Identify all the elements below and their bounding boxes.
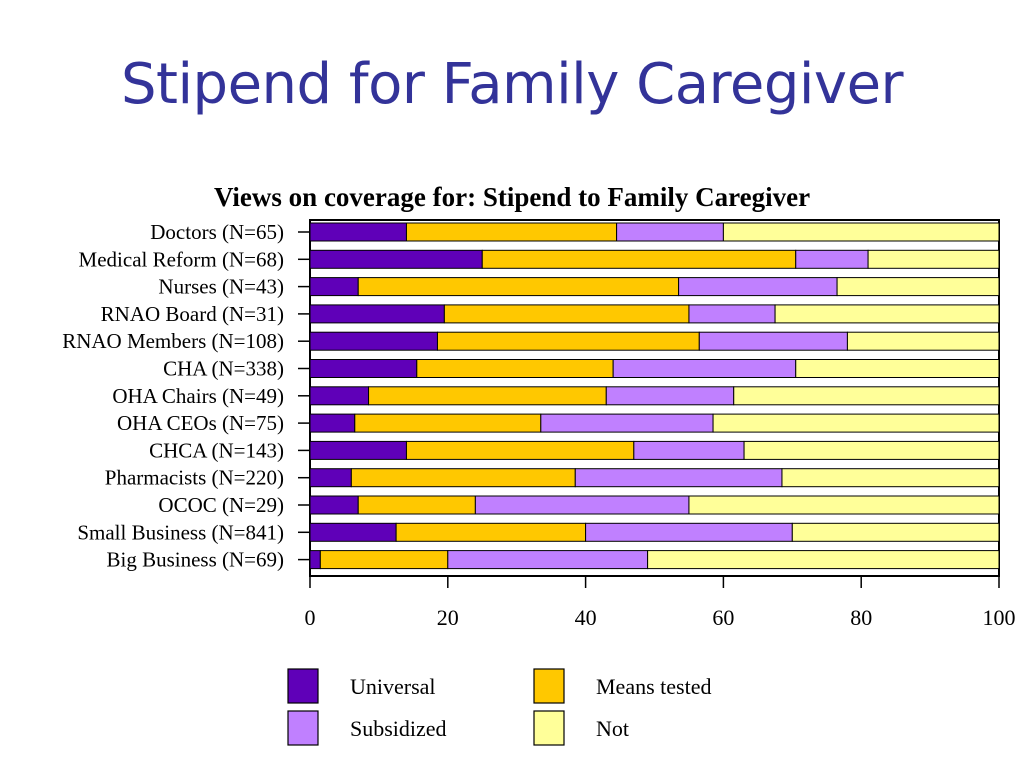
- bar-universal: [309, 550, 321, 570]
- bar-universal: [309, 277, 359, 297]
- bar-means-tested: [357, 277, 680, 297]
- bar-universal: [309, 359, 418, 378]
- bar-subsidized: [474, 495, 690, 515]
- bar-not: [774, 304, 1000, 324]
- legend-item: Not: [533, 710, 629, 746]
- x-tick-label: 80: [850, 605, 872, 630]
- category-label: Small Business (N=841): [77, 520, 284, 544]
- bar-subsidized: [795, 249, 869, 269]
- legend-item: Means tested: [533, 668, 711, 704]
- bar-not: [733, 386, 1000, 406]
- slide-title: Stipend for Family Caregiver: [120, 52, 904, 117]
- legend-swatch: [533, 668, 565, 704]
- bar-means-tested: [350, 468, 576, 488]
- bar-universal: [309, 522, 397, 542]
- plot-area: Doctors (N=65) Medical Reform (N=68) Nurse…: [62, 219, 1016, 630]
- bar-subsidized: [447, 550, 649, 570]
- bar-subsidized: [574, 468, 783, 488]
- legend-label: Means tested: [596, 674, 711, 699]
- bar-means-tested: [319, 550, 449, 570]
- bar-means-tested: [354, 413, 542, 433]
- bar-not: [867, 249, 1000, 269]
- bar-subsidized: [678, 277, 838, 297]
- legend-swatch: [287, 710, 319, 746]
- bar-not: [836, 277, 1000, 297]
- category-label: Doctors (N=65): [150, 220, 284, 244]
- legend-item: Subsidized: [287, 710, 447, 746]
- bar-not: [647, 550, 1000, 570]
- bar-universal: [309, 495, 359, 515]
- legend-label: Subsidized: [350, 716, 447, 741]
- bar-not: [712, 413, 1000, 433]
- category-label: Medical Reform (N=68): [79, 247, 284, 271]
- x-tick-label: 40: [575, 605, 597, 630]
- chart-title: Views on coverage for: Stipend to Family…: [214, 182, 810, 212]
- bar-not: [688, 495, 1000, 515]
- bar-universal: [309, 222, 407, 242]
- bar-means-tested: [481, 249, 797, 269]
- category-label: Big Business (N=69): [106, 548, 284, 572]
- category-label: CHCA (N=143): [149, 438, 284, 462]
- category-label: OHA CEOs (N=75): [117, 411, 284, 435]
- x-tick-label: 20: [437, 605, 459, 630]
- category-label: OCOC (N=29): [158, 493, 284, 517]
- bar-not: [781, 468, 1000, 488]
- legend-label: Not: [596, 716, 629, 741]
- legend-swatch: [533, 710, 565, 746]
- category-label: RNAO Board (N=31): [101, 302, 284, 326]
- category-label: OHA Chairs (N=49): [112, 384, 284, 408]
- bar-means-tested: [405, 440, 635, 460]
- bar-means-tested: [357, 495, 476, 515]
- legend-label: Universal: [350, 674, 436, 699]
- bar-universal: [309, 468, 352, 488]
- x-tick-label: 100: [983, 605, 1016, 630]
- bar-not: [791, 522, 1000, 542]
- bar-means-tested: [443, 304, 690, 324]
- bar-universal: [309, 440, 407, 460]
- x-tick-label: 60: [712, 605, 734, 630]
- x-tick-label: 0: [305, 605, 316, 630]
- legend-item: Universal: [287, 668, 436, 704]
- bar-means-tested: [368, 386, 607, 406]
- bar-not: [846, 331, 1000, 351]
- bar-universal: [309, 304, 445, 324]
- legend: Universal Means tested Subsidized Not: [287, 668, 711, 746]
- bar-universal: [309, 331, 438, 351]
- bar-subsidized: [633, 440, 745, 460]
- bar-universal: [309, 386, 370, 406]
- category-label: RNAO Members (N=108): [62, 329, 284, 353]
- legend-swatch: [287, 668, 319, 704]
- bar-not: [743, 440, 1000, 460]
- bar-means-tested: [405, 222, 618, 242]
- bar-subsidized: [616, 222, 724, 242]
- bar-subsidized: [612, 359, 797, 378]
- bar-not: [722, 222, 1000, 242]
- bar-universal: [309, 249, 483, 269]
- category-label: Pharmacists (N=220): [105, 466, 284, 490]
- category-label: CHA (N=338): [163, 357, 284, 381]
- bar-means-tested: [416, 359, 614, 378]
- bar-means-tested: [436, 331, 700, 351]
- bar-subsidized: [688, 304, 776, 324]
- category-label: Nurses (N=43): [158, 275, 284, 299]
- bar-subsidized: [540, 413, 714, 433]
- bar-not: [795, 359, 1000, 378]
- bar-subsidized: [605, 386, 735, 406]
- bar-subsidized: [698, 331, 848, 351]
- bar-universal: [309, 413, 356, 433]
- bar-means-tested: [395, 522, 587, 542]
- bar-subsidized: [585, 522, 793, 542]
